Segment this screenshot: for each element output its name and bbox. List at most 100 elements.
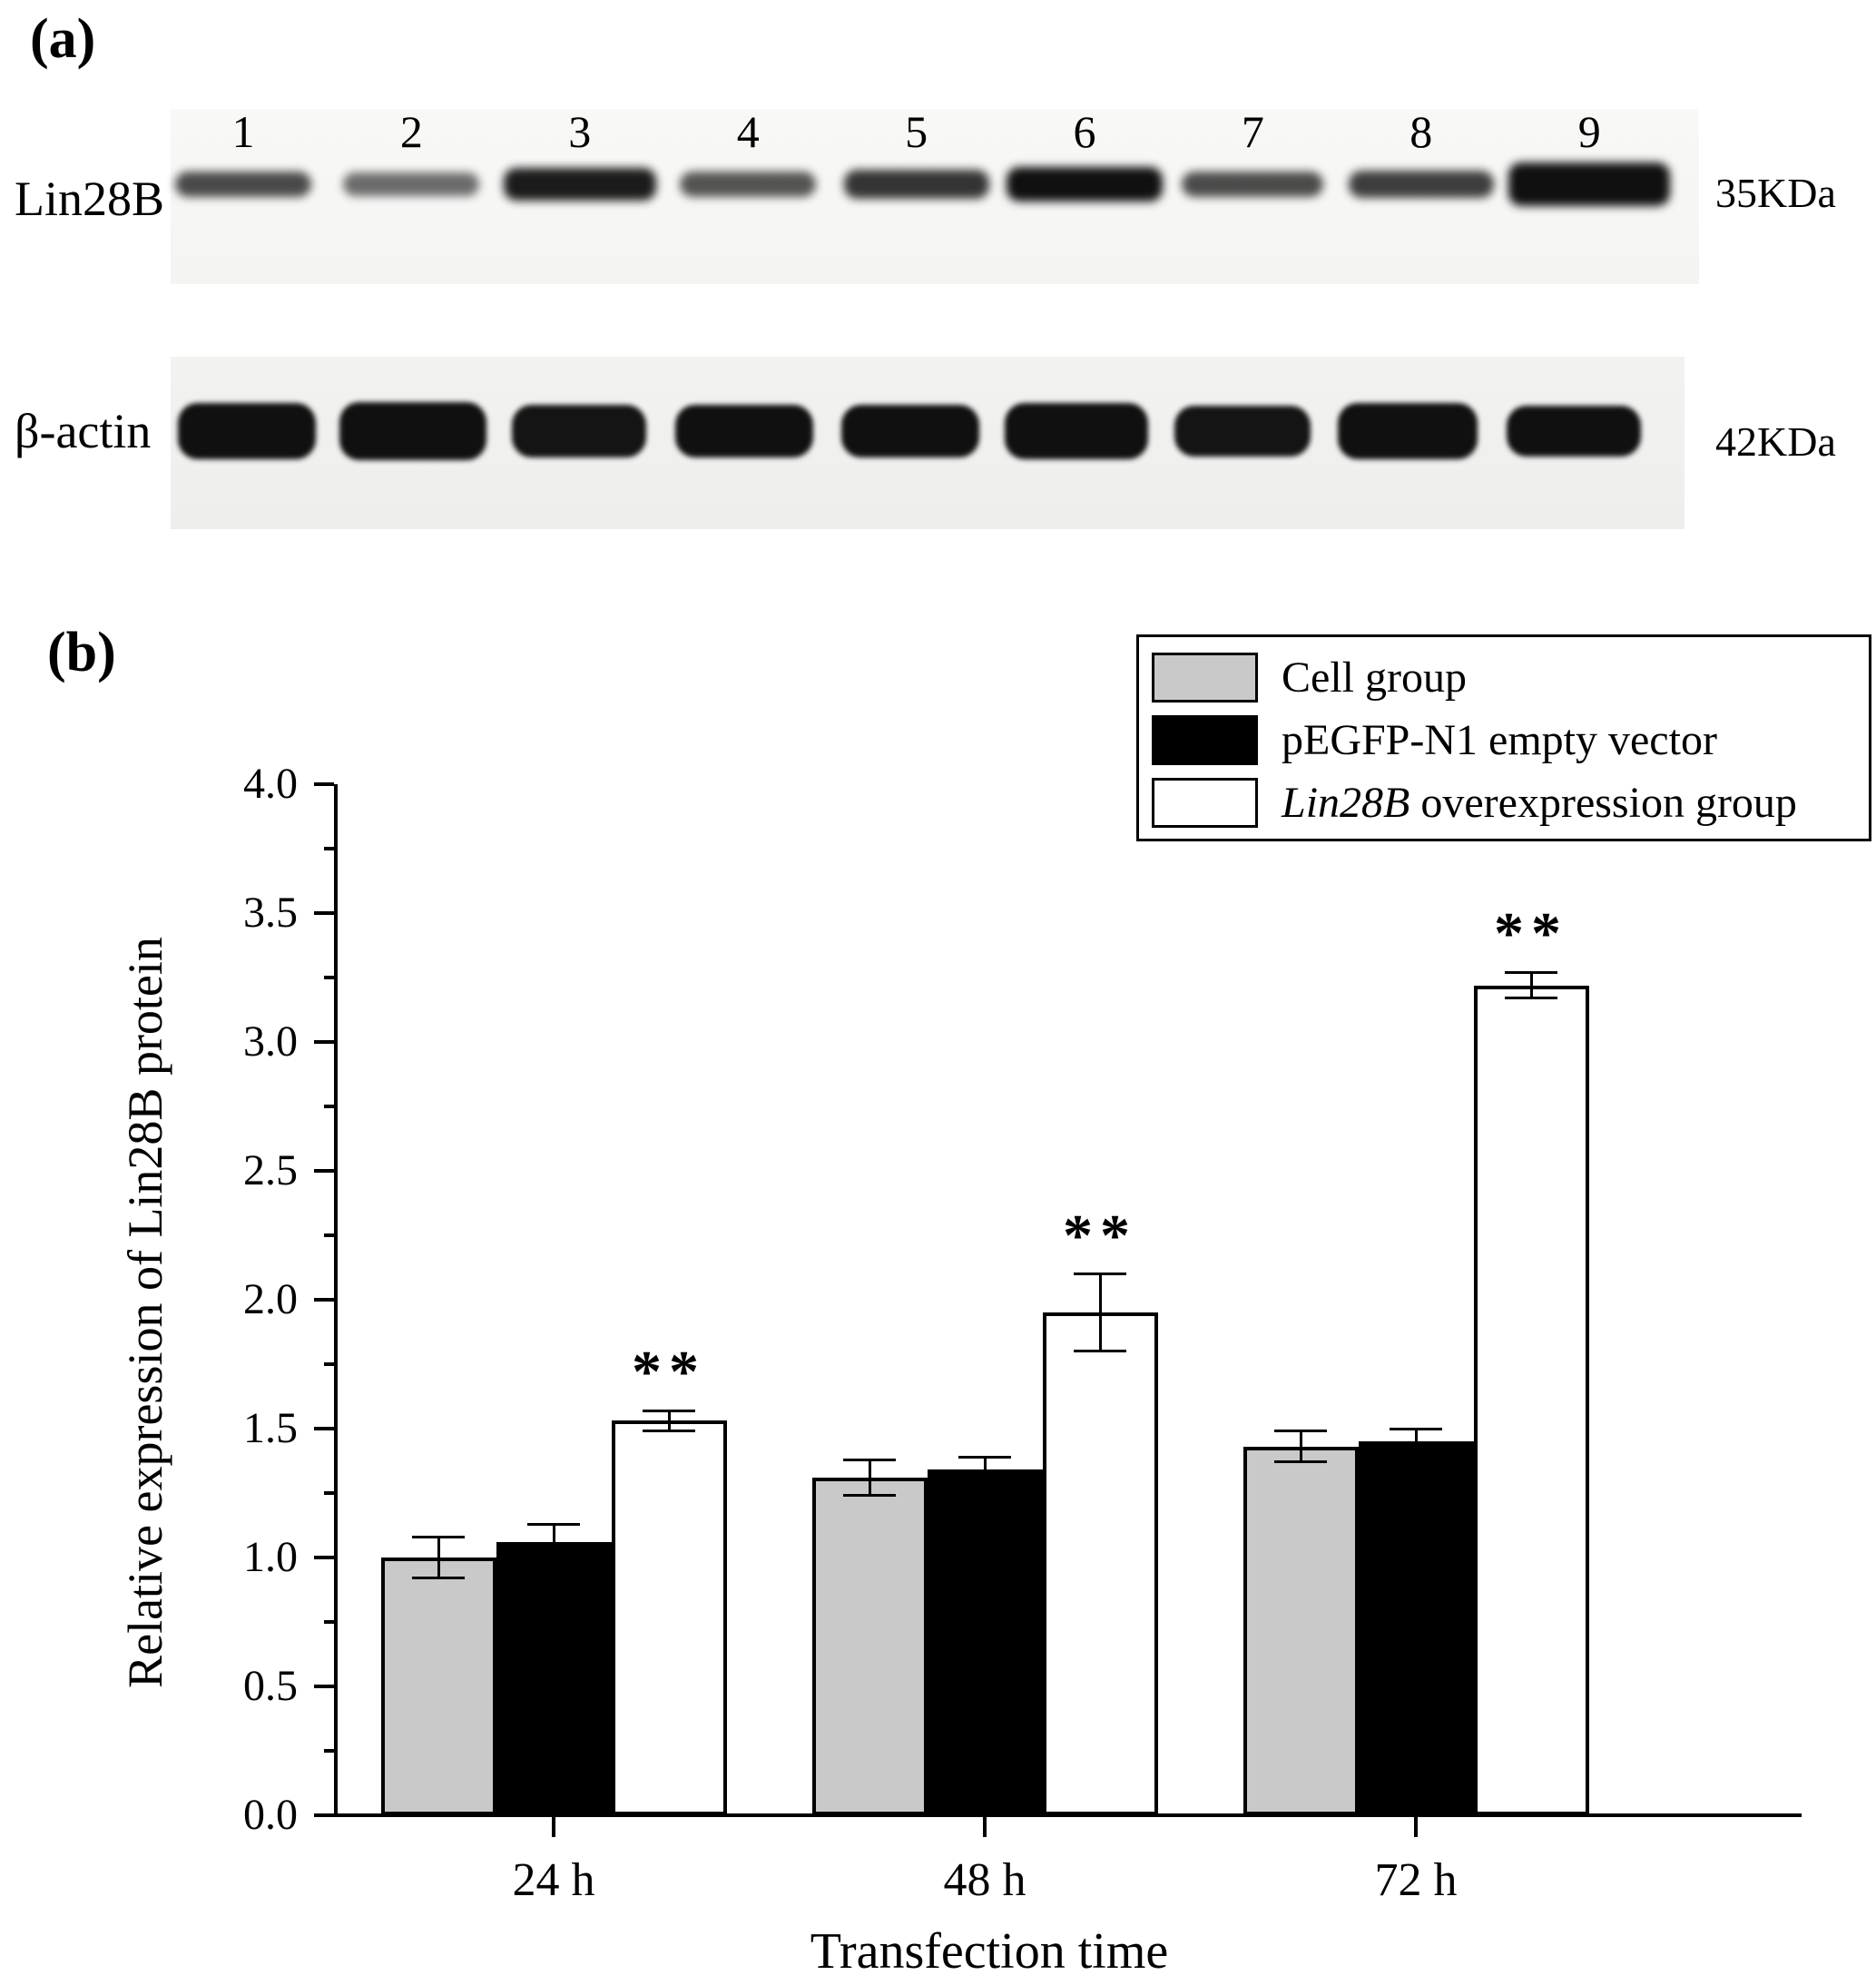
y-axis-major-tick bbox=[314, 1040, 334, 1044]
lin28b-band bbox=[175, 172, 311, 197]
legend-item-empty-vector: pEGFP-N1 empty vector bbox=[1152, 709, 1869, 771]
x-axis-tick bbox=[1414, 1817, 1418, 1837]
y-axis-tick-label: 2.0 bbox=[243, 1275, 298, 1323]
error-bar-cap-bottom bbox=[958, 1481, 1011, 1485]
lin28b-band bbox=[843, 170, 989, 199]
y-axis-minor-tick bbox=[324, 1749, 334, 1753]
lin28b-band bbox=[1007, 167, 1163, 201]
error-bar-cap-bottom bbox=[1074, 1350, 1126, 1353]
y-axis-line bbox=[334, 784, 338, 1817]
y-axis-major-tick bbox=[314, 911, 334, 915]
error-bar-line bbox=[1098, 1273, 1102, 1351]
error-bar-cap-bottom bbox=[843, 1494, 896, 1498]
bar-cell-group-72h bbox=[1242, 1446, 1359, 1815]
significance-marker: ** bbox=[1063, 1202, 1137, 1269]
error-bar-line bbox=[1529, 972, 1533, 998]
legend-swatch-overexpression bbox=[1152, 778, 1258, 828]
error-bar-line bbox=[868, 1459, 871, 1496]
lin28b-blot-image: 1 2 3 4 5 6 7 8 9 bbox=[171, 106, 1699, 284]
y-axis-major-tick bbox=[314, 1169, 334, 1173]
error-bar-cap-bottom bbox=[643, 1430, 695, 1433]
error-bar-cap-bottom bbox=[1390, 1452, 1442, 1456]
lane-number: 2 bbox=[399, 106, 423, 157]
error-bar-cap-top bbox=[958, 1455, 1011, 1459]
legend-label-empty-vector: pEGFP-N1 empty vector bbox=[1282, 716, 1717, 764]
chart-legend: Cell group pEGFP-N1 empty vector Lin28B … bbox=[1136, 634, 1871, 841]
lin28b-band bbox=[1182, 172, 1324, 197]
legend-label-cell-group: Cell group bbox=[1282, 653, 1467, 702]
y-axis-minor-tick bbox=[324, 1362, 334, 1366]
x-axis-tick-label: 48 h bbox=[943, 1854, 1026, 1906]
significance-marker: ** bbox=[632, 1339, 706, 1406]
legend-swatch-cell-group bbox=[1152, 653, 1258, 703]
y-axis-minor-tick bbox=[324, 1233, 334, 1237]
beta-actin-band bbox=[178, 403, 316, 459]
lin28b-band bbox=[343, 172, 480, 196]
y-axis-tick-label: 0.5 bbox=[243, 1662, 298, 1710]
error-bar-cap-top bbox=[643, 1409, 695, 1412]
y-axis-minor-tick bbox=[324, 1491, 334, 1495]
error-bar-cap-top bbox=[1074, 1273, 1126, 1276]
y-axis-minor-tick bbox=[324, 847, 334, 850]
error-bar-line bbox=[667, 1410, 671, 1431]
lin28b-band bbox=[1348, 171, 1494, 198]
error-bar-line bbox=[552, 1524, 555, 1560]
legend-swatch-empty-vector bbox=[1152, 715, 1258, 765]
significance-marker: ** bbox=[1494, 900, 1568, 968]
y-axis-minor-tick bbox=[324, 976, 334, 979]
error-bar-cap-bottom bbox=[1505, 997, 1557, 1000]
error-bar-cap-bottom bbox=[527, 1558, 580, 1562]
lane-number: 5 bbox=[905, 106, 928, 157]
x-axis-tick-label: 24 h bbox=[512, 1854, 595, 1906]
lane-number: 7 bbox=[1241, 106, 1264, 157]
bar-lin28b-overexpression-group-72h bbox=[1473, 985, 1589, 1815]
y-axis-tick-label: 1.0 bbox=[243, 1533, 298, 1581]
x-axis-line bbox=[334, 1813, 1802, 1817]
y-axis-tick-label: 1.5 bbox=[243, 1404, 298, 1452]
x-axis-tick-label: 72 h bbox=[1374, 1854, 1458, 1906]
y-axis-tick-label: 2.5 bbox=[243, 1146, 298, 1194]
bar-cell-group-48h bbox=[811, 1477, 928, 1815]
lane-number: 4 bbox=[736, 106, 760, 157]
lin28b-band bbox=[680, 172, 817, 197]
beta-actin-band bbox=[1338, 403, 1478, 459]
bar-pegfp-n1-empty-vector-48h bbox=[927, 1469, 1043, 1815]
error-bar-line bbox=[983, 1457, 987, 1483]
beta-actin-band bbox=[339, 402, 486, 460]
error-bar-cap-bottom bbox=[1274, 1460, 1327, 1464]
error-bar-cap-top bbox=[412, 1535, 465, 1538]
error-bar-cap-top bbox=[1390, 1427, 1442, 1430]
bar-cell-group-24h bbox=[380, 1558, 496, 1815]
x-axis-title: Transfection time bbox=[810, 1923, 1169, 1980]
beta-actin-blot-image bbox=[171, 357, 1684, 529]
y-axis-major-tick bbox=[314, 1427, 334, 1430]
error-bar-line bbox=[437, 1537, 440, 1578]
y-axis-minor-tick bbox=[324, 1620, 334, 1624]
lin28b-row-label: Lin28B bbox=[15, 172, 165, 226]
beta-actin-band bbox=[1507, 406, 1641, 457]
y-axis-major-tick bbox=[314, 1813, 334, 1817]
y-axis-major-tick bbox=[314, 782, 334, 786]
bar-lin28b-overexpression-group-48h bbox=[1042, 1312, 1158, 1815]
beta-actin-band bbox=[675, 405, 814, 457]
error-bar-cap-top bbox=[1505, 970, 1557, 974]
error-bar-cap-top bbox=[527, 1522, 580, 1526]
y-axis-major-tick bbox=[314, 1298, 334, 1302]
y-axis-minor-tick bbox=[324, 1105, 334, 1108]
y-axis-major-tick bbox=[314, 1556, 334, 1559]
lane-number: 6 bbox=[1073, 106, 1096, 157]
y-axis-tick-label: 4.0 bbox=[243, 760, 298, 808]
panel-b-label: (b) bbox=[47, 622, 116, 683]
error-bar-cap-top bbox=[1274, 1430, 1327, 1433]
lane-number: 3 bbox=[568, 106, 592, 157]
bar-pegfp-n1-empty-vector-24h bbox=[496, 1541, 612, 1815]
legend-item-cell-group: Cell group bbox=[1152, 646, 1869, 709]
beta-actin-band bbox=[1174, 406, 1311, 457]
lin28b-band bbox=[1508, 162, 1671, 206]
x-axis-tick bbox=[552, 1817, 555, 1837]
lin28b-weight-label: 35KDa bbox=[1715, 170, 1836, 216]
beta-actin-band bbox=[841, 405, 979, 457]
lane-number: 9 bbox=[1577, 106, 1601, 157]
error-bar-line bbox=[1414, 1429, 1418, 1455]
